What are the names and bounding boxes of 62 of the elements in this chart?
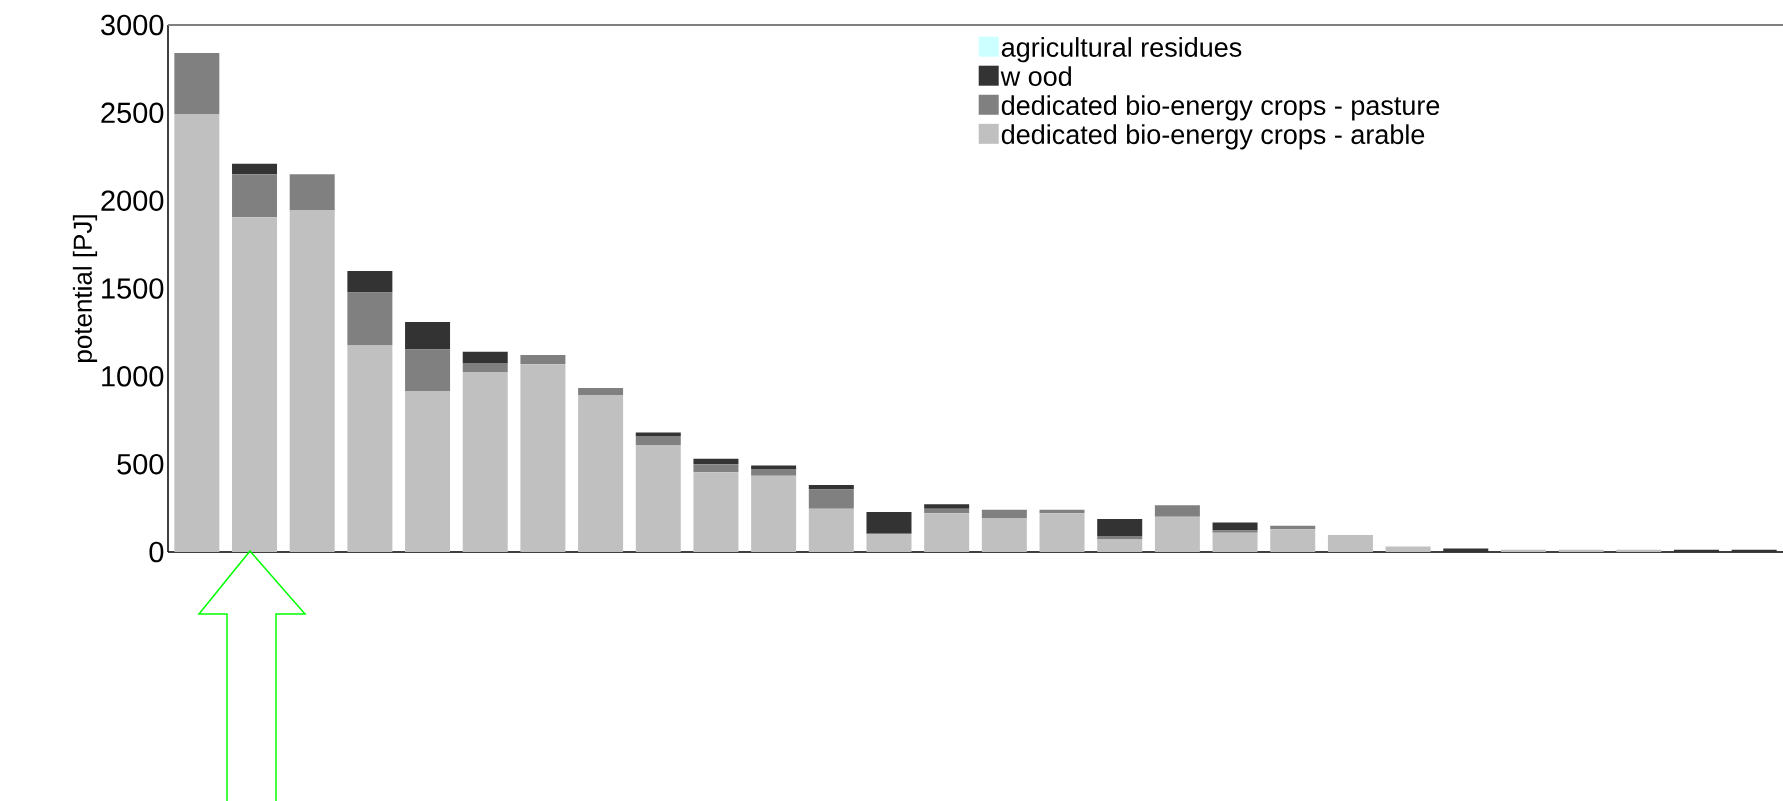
bar <box>1212 522 1258 531</box>
bar <box>520 364 566 552</box>
bar <box>1212 532 1258 552</box>
y-tick-label: 2000 <box>101 190 164 211</box>
bar <box>981 517 1027 552</box>
bar <box>405 391 451 552</box>
y-tick-label: 1000 <box>102 366 164 387</box>
bar <box>347 270 393 293</box>
y-tick-label: 2500 <box>101 102 164 124</box>
bar <box>1039 513 1085 552</box>
bar <box>751 468 797 476</box>
bar <box>924 504 970 509</box>
bar <box>808 489 854 509</box>
y-tick-label: 500 <box>117 453 164 475</box>
bar <box>578 388 624 395</box>
bar <box>924 513 970 552</box>
bar <box>866 533 912 552</box>
bar <box>751 475 797 552</box>
bar <box>232 163 278 175</box>
bar <box>462 351 508 363</box>
y-tick-label: 1500 <box>102 278 164 299</box>
bar <box>347 344 393 552</box>
bar <box>289 174 335 211</box>
bar <box>1270 529 1316 552</box>
bar <box>981 509 1027 518</box>
bar <box>405 322 451 350</box>
bar <box>578 394 624 552</box>
bar <box>1097 536 1143 540</box>
bar <box>693 464 739 473</box>
bar <box>1385 546 1431 552</box>
bar <box>174 53 220 114</box>
bar <box>635 445 681 552</box>
bar <box>462 362 508 373</box>
bar <box>808 508 854 552</box>
bar <box>1097 518 1143 537</box>
bar <box>1097 539 1143 552</box>
legend-label: dedicated bio-energy crops - arable <box>1001 124 1425 150</box>
y-tick-label: 3000 <box>101 14 164 36</box>
bar <box>1327 534 1373 552</box>
legend-label: agricultural residues <box>1001 37 1242 63</box>
bar <box>635 435 681 446</box>
legend-label: dedicated bio-energy crops - pasture <box>1001 95 1440 121</box>
bar <box>347 292 393 345</box>
legend-label: w ood <box>1000 66 1071 86</box>
bar <box>289 210 335 552</box>
y-axis-title: potential [PJ] <box>72 215 98 362</box>
bar <box>1212 530 1258 533</box>
bar <box>1154 505 1200 517</box>
bar <box>693 472 739 552</box>
bar <box>232 217 278 552</box>
bar <box>751 465 797 469</box>
bar <box>866 512 912 534</box>
bar <box>462 372 508 552</box>
bar <box>405 349 451 392</box>
bar <box>520 355 566 365</box>
bar <box>232 174 278 218</box>
y-tick-label: 0 <box>149 541 164 563</box>
bar <box>635 432 681 436</box>
bar <box>174 113 220 552</box>
bar <box>1154 516 1200 552</box>
bar <box>1270 525 1316 530</box>
bar <box>1443 548 1489 552</box>
